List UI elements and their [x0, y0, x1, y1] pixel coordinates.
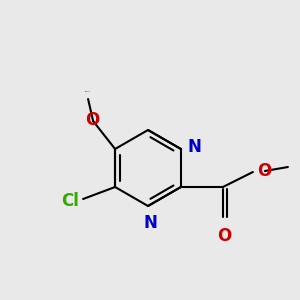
- Text: N: N: [188, 138, 202, 156]
- Text: O: O: [217, 227, 231, 245]
- Text: O: O: [85, 111, 99, 129]
- Text: methoxy: methoxy: [85, 90, 91, 92]
- Text: N: N: [143, 214, 157, 232]
- Text: Cl: Cl: [61, 192, 79, 210]
- Text: O: O: [257, 162, 271, 180]
